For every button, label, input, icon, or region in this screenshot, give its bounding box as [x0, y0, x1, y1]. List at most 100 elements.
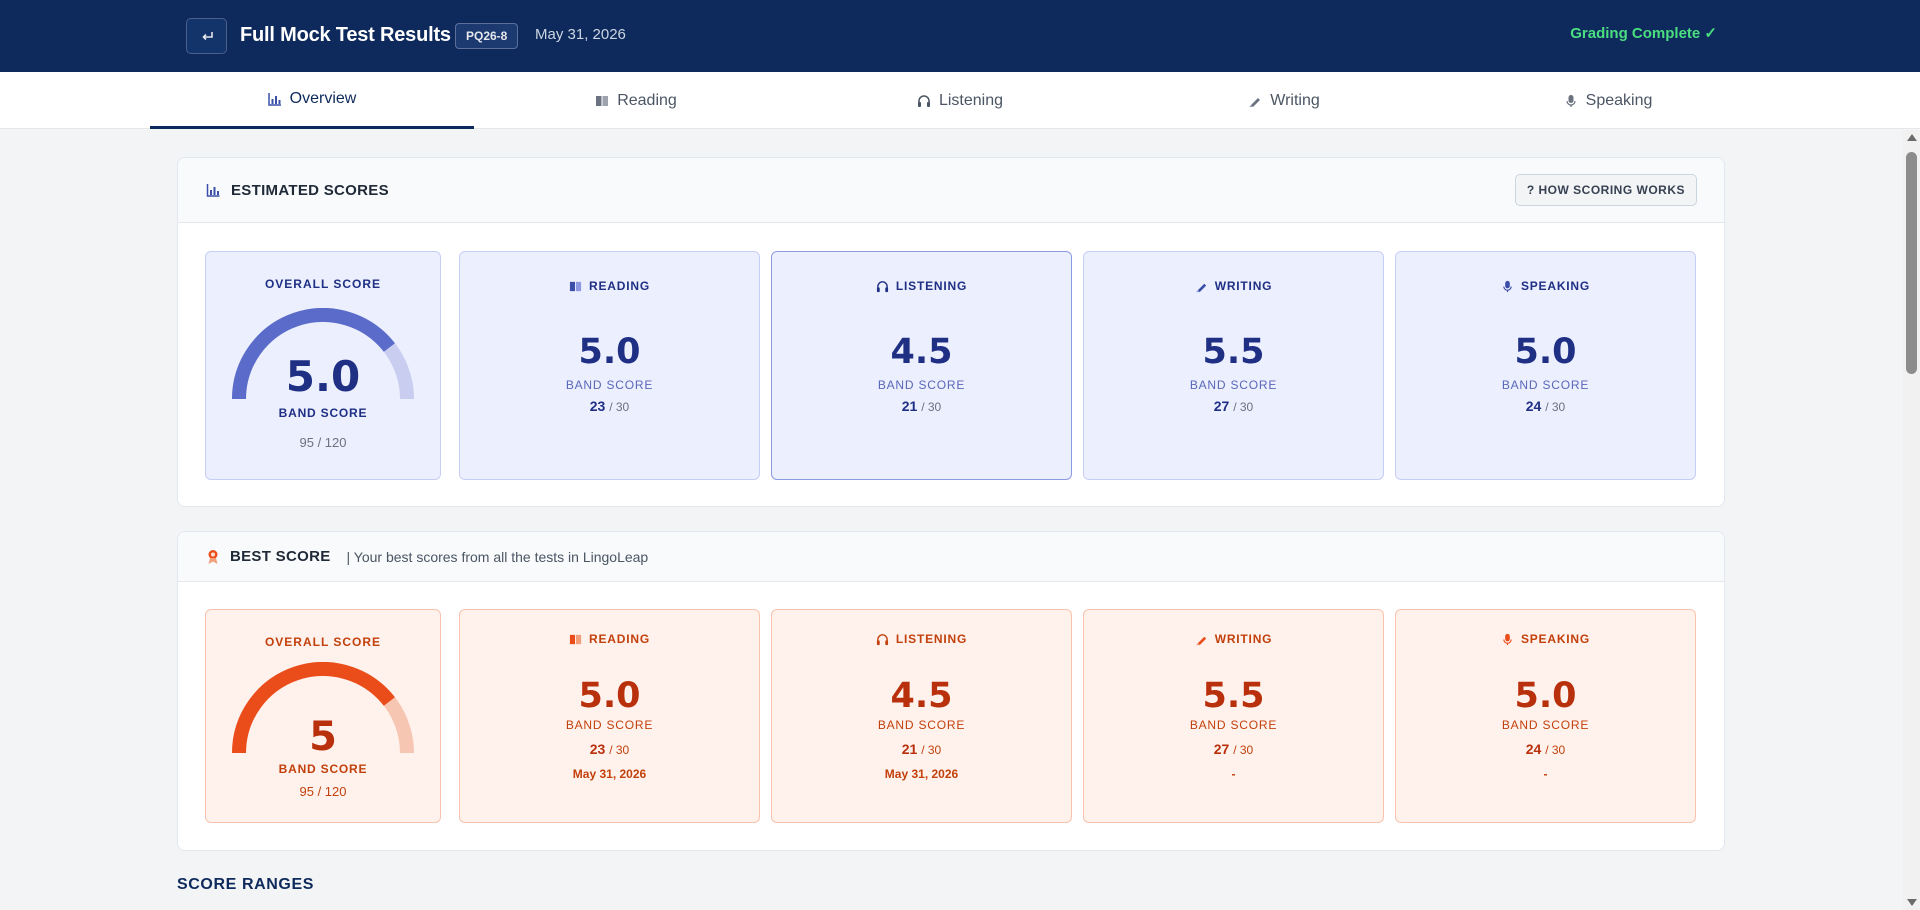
scroll-thumb[interactable] — [1906, 152, 1917, 374]
raw-score-value: 27 — [1213, 741, 1230, 757]
section-name: LISTENING — [895, 279, 968, 293]
return-icon — [201, 32, 213, 41]
award-icon — [208, 549, 218, 564]
scroll-down-arrow-icon[interactable] — [1907, 899, 1917, 906]
overall-score-card: OVERALL SCORE 5.0 BAND SCORE 95 / 120 — [205, 251, 441, 480]
raw-score-total: / 30 — [1233, 400, 1254, 414]
best-score-panel: BEST SCORE | Your best scores from all t… — [177, 531, 1725, 851]
section-name: LISTENING — [895, 632, 968, 646]
band-value: 4.5 — [890, 332, 953, 372]
band-score-label: BAND SCORE — [1501, 378, 1590, 392]
headphones-icon — [876, 280, 888, 292]
tab-label: Reading — [617, 91, 677, 109]
vertical-scrollbar[interactable] — [1903, 130, 1920, 910]
raw-score-value: 21 — [901, 741, 918, 757]
back-button[interactable] — [186, 18, 227, 54]
overall-label: OVERALL SCORE — [264, 277, 382, 291]
raw-score-total: / 30 — [921, 400, 942, 414]
writing-score-card: WRITING 5.5 BAND SCORE 27 / 30 — [1083, 251, 1384, 480]
test-date: May 31, 2026 — [535, 26, 626, 43]
band-value: 4.5 — [890, 676, 953, 716]
grading-status: Grading Complete ✓ — [1570, 25, 1717, 42]
scroll-up-arrow-icon[interactable] — [1907, 134, 1917, 141]
section-header: SPEAKING — [1396, 632, 1695, 646]
band-value: 5.5 — [1202, 332, 1265, 372]
section-header: LISTENING — [772, 632, 1071, 646]
band-value: 5.0 — [578, 332, 641, 372]
tab-speaking[interactable]: Speaking — [1446, 72, 1770, 129]
speaking-score-card: SPEAKING 5.0 BAND SCORE 24 / 30 — [1395, 251, 1696, 480]
score-gauge — [232, 308, 414, 400]
raw-score-total: / 30 — [1545, 743, 1566, 757]
page-title: Full Mock Test Results — [240, 24, 451, 46]
raw-score-value: 23 — [589, 398, 606, 414]
raw-score: 21 / 30 — [772, 741, 1071, 757]
how-scoring-works-button[interactable]: ? HOW SCORING WORKS — [1514, 174, 1697, 206]
pen-icon — [1249, 97, 1261, 107]
raw-score-value: 27 — [1213, 398, 1230, 414]
raw-score: 24 / 30 — [1396, 741, 1695, 757]
overall-label: OVERALL SCORE — [264, 635, 382, 649]
test-code-badge: PQ26-8 — [455, 23, 519, 49]
panel-title: ESTIMATED SCORES — [231, 181, 389, 199]
best-listening-score-card: LISTENING 4.5 BAND SCORE 21 / 30 May 31,… — [771, 609, 1072, 823]
section-header: SPEAKING — [1396, 279, 1695, 293]
headphones-icon — [917, 94, 930, 107]
section-name: READING — [589, 279, 650, 293]
overall-band-value: 5 — [309, 714, 337, 760]
section-name: SPEAKING — [1520, 279, 1591, 293]
headphones-icon — [876, 633, 888, 645]
panel-subtitle: | Your best scores from all the tests in… — [346, 548, 649, 565]
tab-reading[interactable]: Reading — [474, 72, 798, 129]
overall-raw-score: 95 / 120 — [299, 435, 347, 450]
raw-score: 21 / 30 — [772, 398, 1071, 414]
book-icon — [569, 634, 582, 644]
tab-writing[interactable]: Writing — [1122, 72, 1446, 129]
band-score-label: BAND SCORE — [1189, 378, 1278, 392]
raw-score-total: / 30 — [609, 400, 630, 414]
microphone-icon — [1566, 94, 1576, 107]
tab-overview[interactable]: Overview — [150, 72, 474, 129]
raw-score-value: 23 — [589, 741, 606, 757]
tab-label: Speaking — [1585, 91, 1653, 109]
raw-score: 23 / 30 — [460, 741, 759, 757]
section-name: WRITING — [1214, 632, 1273, 646]
section-name: READING — [589, 632, 650, 646]
section-header: WRITING — [1084, 279, 1383, 293]
best-reading-score-card: READING 5.0 BAND SCORE 23 / 30 May 31, 2… — [459, 609, 760, 823]
raw-score: 27 / 30 — [1084, 398, 1383, 414]
panel-header: ESTIMATED SCORES ? HOW SCORING WORKS — [178, 158, 1724, 223]
raw-score-value: 21 — [901, 398, 918, 414]
tab-listening[interactable]: Listening — [798, 72, 1122, 129]
score-ranges-title: SCORE RANGES — [177, 876, 314, 893]
score-gauge — [232, 662, 414, 754]
chart-icon — [267, 93, 281, 106]
raw-score-total: / 30 — [1233, 743, 1254, 757]
panel-header: BEST SCORE | Your best scores from all t… — [178, 532, 1724, 582]
microphone-icon — [1503, 280, 1512, 292]
raw-score: 24 / 30 — [1396, 398, 1695, 414]
overall-band-value: 5.0 — [285, 352, 361, 401]
raw-score-total: / 30 — [609, 743, 630, 757]
band-score-label: BAND SCORE — [877, 718, 966, 732]
pen-icon — [1195, 636, 1206, 645]
pen-icon — [1195, 283, 1206, 292]
reading-score-card: READING 5.0 BAND SCORE 23 / 30 — [459, 251, 760, 480]
best-score-date: May 31, 2026 — [572, 767, 647, 781]
raw-score-value: 24 — [1525, 741, 1542, 757]
band-score-label: BAND SCORE — [278, 406, 368, 420]
tab-bar: Overview Reading Listening Writing Speak… — [0, 72, 1920, 129]
tab-label: Listening — [938, 91, 1004, 109]
top-header: Full Mock Test Results PQ26-8 May 31, 20… — [0, 0, 1920, 72]
band-score-label: BAND SCORE — [278, 762, 368, 776]
band-score-label: BAND SCORE — [1501, 718, 1590, 732]
section-name: SPEAKING — [1520, 632, 1591, 646]
listening-score-card: LISTENING 4.5 BAND SCORE 21 / 30 — [771, 251, 1072, 480]
best-writing-score-card: WRITING 5.5 BAND SCORE 27 / 30 - — [1083, 609, 1384, 823]
section-header: READING — [460, 632, 759, 646]
book-icon — [569, 281, 582, 291]
raw-score: 27 / 30 — [1084, 741, 1383, 757]
raw-score-total: / 30 — [921, 743, 942, 757]
band-score-label: BAND SCORE — [565, 378, 654, 392]
panel-title: BEST SCORE — [230, 548, 331, 565]
